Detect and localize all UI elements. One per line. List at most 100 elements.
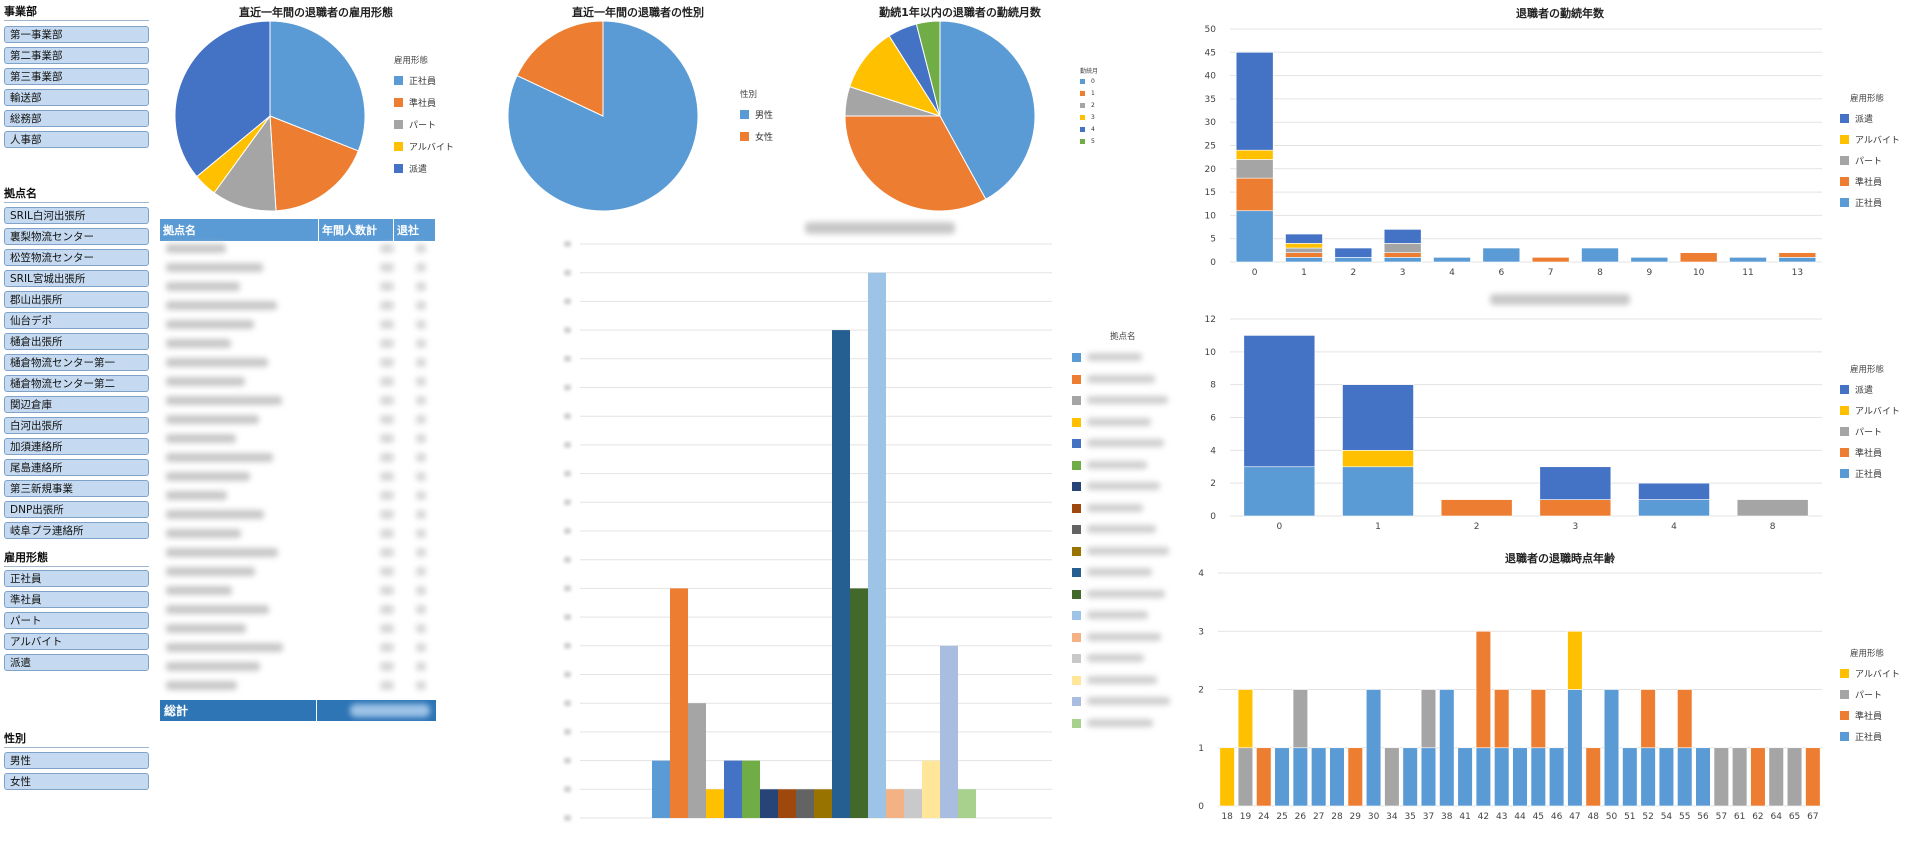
legend-item[interactable]: アルバイト xyxy=(394,140,454,153)
bar-正社員[interactable] xyxy=(1342,466,1414,517)
slicer-item-site[interactable]: 白河出張所 xyxy=(4,417,149,434)
bar-正社員[interactable] xyxy=(1581,247,1619,263)
bar-パート[interactable] xyxy=(1786,747,1803,807)
bar-正社員[interactable] xyxy=(1530,747,1546,807)
legend-item[interactable]: 準社員 xyxy=(1840,175,1882,188)
bar-パート[interactable] xyxy=(1420,689,1437,749)
bar-準社員[interactable] xyxy=(1494,689,1510,749)
bar-正社員[interactable] xyxy=(1420,747,1437,807)
bar-site[interactable] xyxy=(724,760,742,818)
slicer-item-site[interactable]: 岐阜プラ連絡所 xyxy=(4,522,149,539)
bar-site[interactable] xyxy=(886,789,904,818)
legend-item[interactable]: 0 xyxy=(1080,78,1095,85)
legend-item[interactable]: 4 xyxy=(1080,126,1095,133)
slicer-item-employment[interactable]: パート xyxy=(4,612,149,629)
slicer-item-site[interactable]: 松笠物流センター xyxy=(4,249,149,266)
legend-item[interactable]: 正社員 xyxy=(1840,196,1882,209)
slicer-item-division[interactable]: 第二事業部 xyxy=(4,47,149,64)
slicer-item-site[interactable]: SRIL宮城出張所 xyxy=(4,270,149,287)
slicer-item-division[interactable]: 第一事業部 xyxy=(4,26,149,43)
bar-site[interactable] xyxy=(796,789,814,818)
pie-slice-5[interactable] xyxy=(915,20,941,117)
bar-正社員[interactable] xyxy=(1285,257,1323,263)
bar-準社員[interactable] xyxy=(1778,252,1817,258)
bar-準社員[interactable] xyxy=(1750,747,1766,807)
bar-パート[interactable] xyxy=(1736,499,1809,517)
bar-site[interactable] xyxy=(670,588,688,818)
slicer-item-gender[interactable]: 男性 xyxy=(4,752,149,769)
slicer-item-division[interactable]: 人事部 xyxy=(4,131,149,148)
legend-item[interactable]: 派遣 xyxy=(394,162,427,175)
bar-準社員[interactable] xyxy=(1285,252,1323,258)
bar-正社員[interactable] xyxy=(1311,747,1327,807)
bar-準社員[interactable] xyxy=(1530,689,1546,749)
slicer-item-gender[interactable]: 女性 xyxy=(4,773,149,790)
slicer-item-site[interactable]: 関辺倉庫 xyxy=(4,396,149,413)
bar-派遣[interactable] xyxy=(1243,335,1316,468)
bar-派遣[interactable] xyxy=(1383,229,1422,244)
bar-正社員[interactable] xyxy=(1638,499,1710,517)
bar-準社員[interactable] xyxy=(1539,499,1612,517)
legend-item[interactable]: 女性 xyxy=(740,130,773,143)
bar-site[interactable] xyxy=(652,760,670,818)
bar-正社員[interactable] xyxy=(1439,689,1455,807)
slicer-item-site[interactable]: 加須連絡所 xyxy=(4,438,149,455)
bar-site[interactable] xyxy=(832,330,850,818)
slicer-item-site[interactable]: SRIL白河出張所 xyxy=(4,207,149,224)
bar-準社員[interactable] xyxy=(1585,747,1601,807)
bar-site[interactable] xyxy=(814,789,832,818)
bar-site[interactable] xyxy=(706,789,724,818)
bar-正社員[interactable] xyxy=(1778,257,1817,263)
bar-準社員[interactable] xyxy=(1640,689,1656,749)
bar-パート[interactable] xyxy=(1285,247,1323,253)
slicer-item-employment[interactable]: 準社員 xyxy=(4,591,149,608)
bar-正社員[interactable] xyxy=(1567,689,1583,807)
bar-準社員[interactable] xyxy=(1805,747,1821,807)
bar-正社員[interactable] xyxy=(1494,747,1510,807)
pie-slice-準社員[interactable] xyxy=(269,115,359,212)
bar-site[interactable] xyxy=(742,760,760,818)
pie-slice-3[interactable] xyxy=(849,35,942,117)
slicer-item-site[interactable]: 裏梨物流センター xyxy=(4,228,149,245)
legend-item[interactable]: パート xyxy=(1840,154,1882,167)
slicer-item-site[interactable]: 尾島連絡所 xyxy=(4,459,149,476)
legend-item[interactable]: 正社員 xyxy=(1840,730,1882,743)
legend-item[interactable]: 準社員 xyxy=(1840,709,1882,722)
bar-site[interactable] xyxy=(940,645,958,818)
slicer-item-division[interactable]: 総務部 xyxy=(4,110,149,127)
bar-site[interactable] xyxy=(868,272,886,818)
pie-slice-派遣[interactable] xyxy=(174,20,271,178)
bar-正社員[interactable] xyxy=(1334,257,1373,263)
bar-正社員[interactable] xyxy=(1365,689,1382,807)
bar-アルバイト[interactable] xyxy=(1285,243,1323,249)
pie-slice-パート[interactable] xyxy=(213,114,277,212)
bar-site[interactable] xyxy=(778,789,796,818)
legend-item[interactable]: 派遣 xyxy=(1840,112,1873,125)
bar-準社員[interactable] xyxy=(1677,689,1693,749)
bar-パート[interactable] xyxy=(1713,747,1729,807)
bar-アルバイト[interactable] xyxy=(1567,630,1583,690)
bar-正社員[interactable] xyxy=(1482,247,1521,263)
pie-slice-女性[interactable] xyxy=(516,20,604,117)
pie-slice-0[interactable] xyxy=(939,20,1036,200)
bar-準社員[interactable] xyxy=(1235,177,1274,212)
slicer-item-site[interactable]: 樋倉物流センター第一 xyxy=(4,354,149,371)
legend-item[interactable]: 派遣 xyxy=(1840,383,1873,396)
bar-パート[interactable] xyxy=(1383,243,1422,253)
bar-正社員[interactable] xyxy=(1475,747,1492,807)
legend-item[interactable]: アルバイト xyxy=(1840,133,1900,146)
slicer-item-division[interactable]: 第三事業部 xyxy=(4,68,149,85)
bar-パート[interactable] xyxy=(1235,159,1274,179)
legend-item[interactable]: パート xyxy=(1840,425,1882,438)
slicer-item-site[interactable]: 仙台デポ xyxy=(4,312,149,329)
legend-item[interactable]: 3 xyxy=(1080,114,1095,121)
slicer-item-site[interactable]: 樋倉物流センター第二 xyxy=(4,375,149,392)
bar-正社員[interactable] xyxy=(1383,257,1422,263)
bar-正社員[interactable] xyxy=(1548,747,1565,807)
bar-準社員[interactable] xyxy=(1475,630,1492,749)
slicer-item-employment[interactable]: 正社員 xyxy=(4,570,149,587)
bar-パート[interactable] xyxy=(1384,747,1400,807)
bar-準社員[interactable] xyxy=(1531,257,1570,263)
slicer-item-site[interactable]: 郡山出張所 xyxy=(4,291,149,308)
bar-準社員[interactable] xyxy=(1256,747,1272,807)
